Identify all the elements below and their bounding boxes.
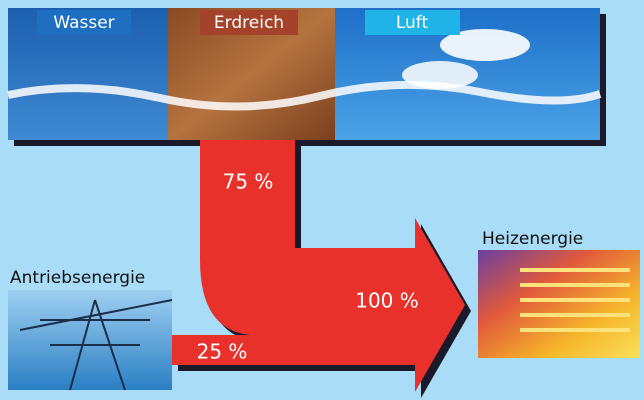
source-label: Erdreich <box>214 13 284 33</box>
source-label: Wasser <box>53 13 114 33</box>
heat-label: Heizenergie <box>482 229 583 249</box>
flow-label: 75 % <box>223 170 274 194</box>
diagram: Wasser Erdreich Luft 75 % 100 % 25 % Ant… <box>0 0 644 400</box>
drive-label: Antriebsenergie <box>10 268 145 288</box>
source-label: Luft <box>396 13 429 33</box>
flow-label: 100 % <box>355 289 419 313</box>
page: Wasser Erdreich Luft 75 % 100 % 25 % Ant… <box>0 0 644 400</box>
heat-image <box>478 250 640 358</box>
flow-label: 25 % <box>197 340 248 364</box>
